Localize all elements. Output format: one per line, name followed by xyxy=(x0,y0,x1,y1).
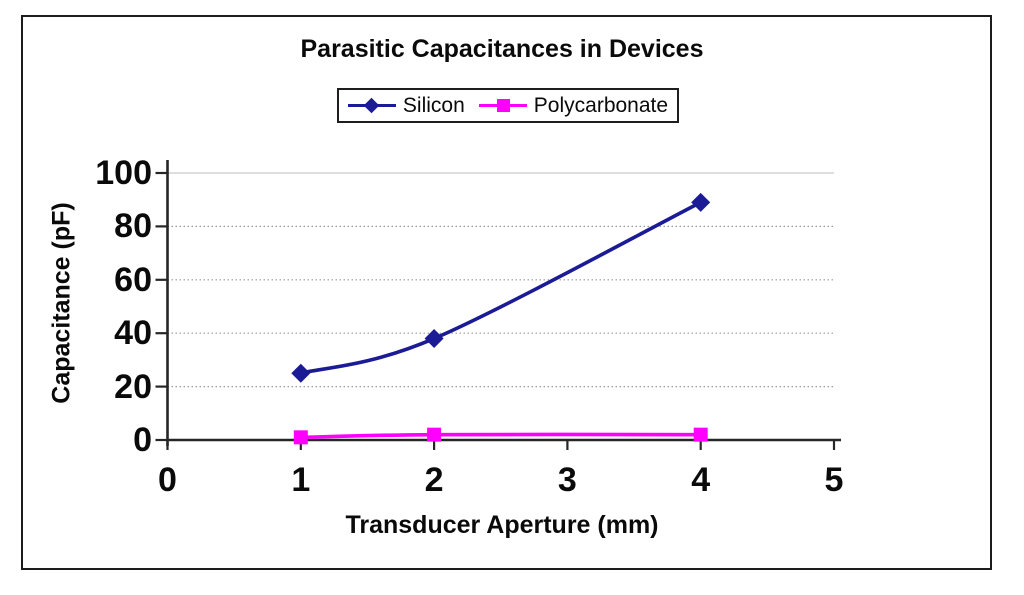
x-tick-label: 0 xyxy=(158,461,177,499)
y-tick-label: 80 xyxy=(114,207,152,246)
diamond-marker-icon xyxy=(424,329,444,349)
square-marker-icon xyxy=(293,430,308,445)
y-tick-label: 40 xyxy=(114,314,152,353)
y-tick-label: 100 xyxy=(95,154,152,192)
silicon-line-sample xyxy=(347,97,396,114)
legend-item-polycarbonate: Polycarbonate xyxy=(478,93,669,118)
square-marker-icon xyxy=(427,427,442,442)
diamond-marker-icon xyxy=(691,192,711,212)
polycarbonate-line-sample xyxy=(478,98,527,113)
x-tick-label: 5 xyxy=(824,461,844,499)
y-tick-label: 0 xyxy=(133,421,152,459)
legend-item-silicon: Silicon xyxy=(347,93,465,118)
legend-label-silicon: Silicon xyxy=(402,93,465,117)
series-line-silicon xyxy=(299,200,703,376)
legend-label-polycarbonate: Polycarbonate xyxy=(533,93,669,117)
diamond-marker-icon xyxy=(291,363,311,383)
x-tick-label: 1 xyxy=(291,461,311,499)
y-tick-label: 60 xyxy=(114,260,152,299)
x-axis-title: Transducer Aperture (mm) xyxy=(345,511,659,539)
square-marker-icon xyxy=(693,427,708,442)
series-line-polycarbonate xyxy=(299,432,703,440)
x-tick-label: 3 xyxy=(557,461,577,499)
chart-title: Parasitic Capacitances in Devices xyxy=(300,35,704,63)
y-tick-label: 20 xyxy=(114,367,152,406)
x-tick-label: 2 xyxy=(424,461,444,499)
legend: Silicon Polycarbonate xyxy=(337,88,679,123)
square-marker-icon xyxy=(496,99,510,112)
x-tick-label: 4 xyxy=(691,461,711,499)
